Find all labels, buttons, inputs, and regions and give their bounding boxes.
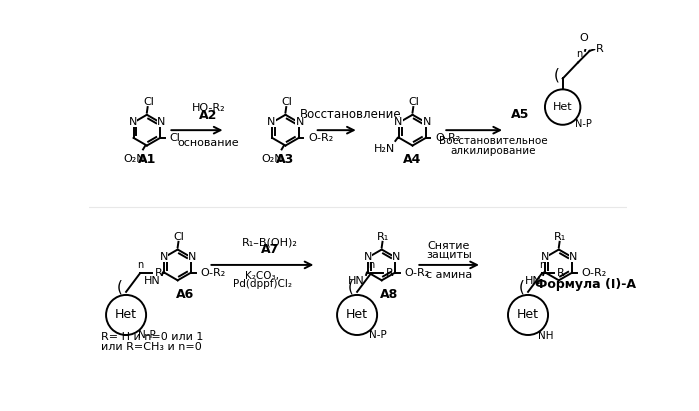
Text: A6: A6 xyxy=(176,288,194,301)
Text: Pd(dppf)Cl₂: Pd(dppf)Cl₂ xyxy=(233,279,292,289)
Text: Cl: Cl xyxy=(143,97,154,107)
Text: N-P: N-P xyxy=(369,330,387,340)
Text: R: R xyxy=(387,268,394,278)
Text: O₂N: O₂N xyxy=(261,154,283,164)
Text: A3: A3 xyxy=(276,153,294,166)
Text: N: N xyxy=(540,252,549,262)
Text: Формула (I)-A: Формула (I)-A xyxy=(535,278,636,291)
Text: O₂N: O₂N xyxy=(123,154,145,164)
Text: A1: A1 xyxy=(138,153,156,166)
Text: H₂N: H₂N xyxy=(374,144,396,154)
Text: A8: A8 xyxy=(380,288,398,301)
Text: R₁–B(OH)₂: R₁–B(OH)₂ xyxy=(242,238,298,248)
Text: Cl: Cl xyxy=(282,97,292,107)
Text: n: n xyxy=(577,49,583,59)
Text: N: N xyxy=(157,118,165,127)
Text: Снятие: Снятие xyxy=(428,241,470,251)
Text: HO-R₂: HO-R₂ xyxy=(192,103,225,113)
Text: N: N xyxy=(394,118,403,127)
Text: с амина: с амина xyxy=(426,270,472,280)
Text: A7: A7 xyxy=(261,243,280,256)
Text: R: R xyxy=(596,44,603,53)
Text: Cl: Cl xyxy=(169,133,180,143)
Text: O-R₂: O-R₂ xyxy=(404,268,430,277)
Text: n: n xyxy=(539,260,545,270)
Text: Het: Het xyxy=(553,102,572,112)
Text: n: n xyxy=(368,260,374,270)
Text: Cl: Cl xyxy=(174,232,185,242)
Text: (: ( xyxy=(554,68,559,83)
Text: N: N xyxy=(422,118,431,127)
Text: K₂CO₃,: K₂CO₃, xyxy=(245,271,280,281)
Text: Het: Het xyxy=(115,309,137,321)
Text: R: R xyxy=(155,268,163,278)
Text: A2: A2 xyxy=(199,109,217,122)
Text: N: N xyxy=(159,252,168,262)
Text: (: ( xyxy=(117,280,123,295)
Text: Восстановительное: Восстановительное xyxy=(439,136,548,146)
Text: O-R₂: O-R₂ xyxy=(435,133,461,143)
Text: HN: HN xyxy=(348,277,365,286)
Text: R: R xyxy=(557,268,565,278)
Text: (: ( xyxy=(348,280,354,295)
Text: O-R₂: O-R₂ xyxy=(200,268,226,277)
Text: HN: HN xyxy=(525,277,542,286)
Text: n: n xyxy=(137,260,143,270)
Text: R₁: R₁ xyxy=(554,232,566,242)
Text: алкилирование: алкилирование xyxy=(451,145,536,156)
Text: Восстановление: Восстановление xyxy=(300,108,402,121)
Text: N: N xyxy=(187,252,196,262)
Text: основание: основание xyxy=(178,138,239,148)
Text: N: N xyxy=(296,118,304,127)
Text: O: O xyxy=(579,33,588,43)
Text: N: N xyxy=(391,252,400,262)
Text: HN: HN xyxy=(144,277,161,286)
Text: (: ( xyxy=(519,280,525,295)
Text: N-P: N-P xyxy=(138,330,156,340)
Text: O-R₂: O-R₂ xyxy=(308,133,333,143)
Text: N: N xyxy=(129,118,137,127)
Text: N: N xyxy=(569,252,577,262)
Text: A4: A4 xyxy=(403,153,421,166)
Text: O-R₂: O-R₂ xyxy=(582,268,607,277)
Text: N-P: N-P xyxy=(575,120,592,129)
Text: R₁: R₁ xyxy=(377,232,389,242)
Text: Het: Het xyxy=(517,309,539,321)
Text: Cl: Cl xyxy=(409,97,419,107)
Text: N: N xyxy=(363,252,372,262)
Text: R= H и n=0 или 1: R= H и n=0 или 1 xyxy=(101,332,203,342)
Text: A5: A5 xyxy=(511,108,529,121)
Text: защиты: защиты xyxy=(426,249,472,259)
Text: NH: NH xyxy=(538,331,554,341)
Text: или R=CH₃ и n=0: или R=CH₃ и n=0 xyxy=(101,342,201,352)
Text: Het: Het xyxy=(346,309,368,321)
Text: N: N xyxy=(267,118,275,127)
